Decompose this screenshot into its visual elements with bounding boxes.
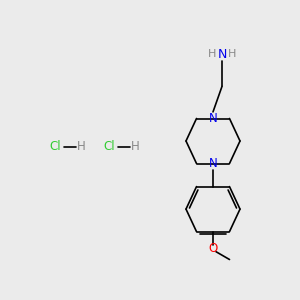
Text: N: N [208,112,217,125]
Text: H: H [76,140,85,154]
Text: Cl: Cl [104,140,115,154]
Text: Cl: Cl [50,140,61,154]
Text: O: O [208,242,217,255]
Text: N: N [217,48,227,61]
Text: H: H [130,140,140,154]
Text: N: N [208,157,217,170]
Text: H: H [227,49,236,59]
Text: H: H [208,49,217,59]
